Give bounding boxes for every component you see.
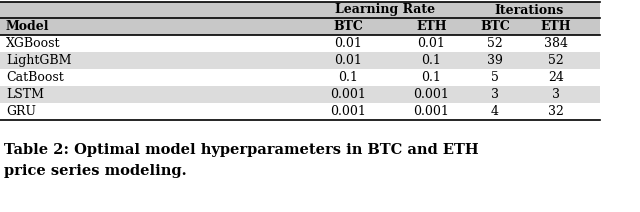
Bar: [0, 35, 600, 52]
Text: Model: Model: [6, 20, 49, 33]
Text: 24: 24: [548, 71, 564, 84]
Bar: [0, 2, 600, 18]
Text: Learning Rate: Learning Rate: [335, 4, 435, 17]
Text: ETH: ETH: [416, 20, 447, 33]
Text: 3: 3: [491, 88, 499, 101]
Bar: [0, 69, 600, 86]
Text: 39: 39: [487, 54, 503, 67]
Text: 4: 4: [491, 105, 499, 118]
Text: 32: 32: [548, 105, 564, 118]
Bar: [0, 52, 600, 69]
Text: 0.01: 0.01: [335, 54, 362, 67]
Text: 384: 384: [544, 37, 568, 50]
Text: 0.1: 0.1: [422, 71, 442, 84]
Bar: [0, 103, 600, 120]
Text: 0.001: 0.001: [331, 105, 367, 118]
Text: XGBoost: XGBoost: [6, 37, 61, 50]
Text: BTC: BTC: [480, 20, 510, 33]
Text: ETH: ETH: [541, 20, 572, 33]
Text: 52: 52: [487, 37, 503, 50]
Bar: [0, 86, 600, 103]
Text: Table 2: Optimal model hyperparameters in BTC and ETH
price series modeling.: Table 2: Optimal model hyperparameters i…: [4, 143, 479, 178]
Text: LSTM: LSTM: [6, 88, 44, 101]
Text: 3: 3: [552, 88, 560, 101]
Text: 0.01: 0.01: [335, 37, 362, 50]
Text: BTC: BTC: [333, 20, 364, 33]
Text: 0.001: 0.001: [413, 105, 449, 118]
Text: 0.01: 0.01: [417, 37, 445, 50]
Text: 52: 52: [548, 54, 564, 67]
Text: 5: 5: [491, 71, 499, 84]
Text: 0.1: 0.1: [422, 54, 442, 67]
Text: Iterations: Iterations: [494, 4, 564, 17]
Text: LightGBM: LightGBM: [6, 54, 72, 67]
Text: 0.001: 0.001: [331, 88, 367, 101]
Text: GRU: GRU: [6, 105, 36, 118]
Text: 0.1: 0.1: [339, 71, 358, 84]
Text: 0.001: 0.001: [413, 88, 449, 101]
Bar: [0, 18, 600, 35]
Text: CatBoost: CatBoost: [6, 71, 64, 84]
